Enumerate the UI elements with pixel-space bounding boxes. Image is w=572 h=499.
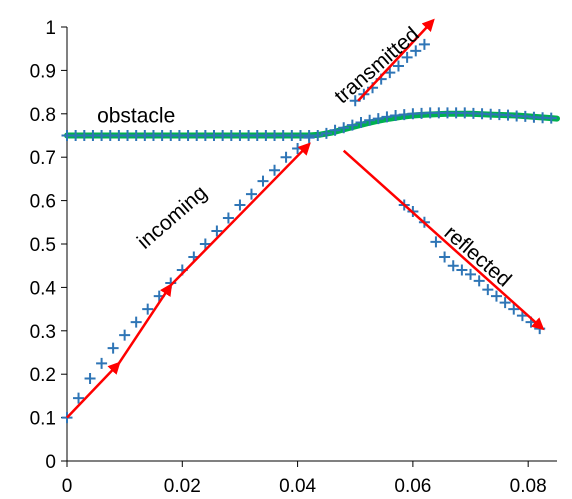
data-point	[456, 264, 468, 276]
data-point	[280, 151, 292, 163]
data-point	[508, 303, 520, 315]
data-point	[364, 114, 376, 126]
y-tick-label: 0.5	[30, 235, 56, 256]
data-point	[465, 268, 477, 280]
data-point	[545, 112, 557, 124]
data-point	[130, 316, 142, 328]
data-point	[329, 124, 341, 136]
data-point	[234, 199, 246, 211]
data-point	[473, 275, 485, 287]
arrow	[357, 18, 435, 102]
y-tick-label: 1	[45, 18, 56, 39]
data-point	[482, 284, 494, 296]
axes: 0 0.1 0.2 0.3 0.4 0.5 0.6 0.7 0.8 0.9 1 0 0.02 0.04 0.…	[30, 18, 557, 497]
data-point	[107, 342, 119, 354]
data-point	[142, 303, 154, 315]
data-point	[401, 51, 413, 63]
data-point	[312, 130, 324, 141]
x-tick-label: 0	[62, 476, 73, 497]
x-tick-label: 0.02	[164, 476, 201, 497]
arrow	[342, 149, 545, 331]
x-tick-label: 0.06	[394, 476, 431, 497]
data-point	[410, 45, 422, 57]
data-point	[96, 357, 108, 369]
data-point	[418, 38, 430, 50]
data-point	[222, 212, 234, 224]
data-point	[269, 164, 281, 176]
data-point	[199, 238, 211, 250]
y-tick-label: 0.1	[30, 409, 56, 430]
y-tick-label: 0.7	[30, 148, 56, 169]
data-point	[346, 119, 358, 131]
plot-area	[61, 18, 560, 424]
data-point	[73, 392, 85, 404]
y-tick-label: 0.9	[30, 61, 56, 82]
data-point	[499, 297, 511, 309]
data-point	[320, 127, 332, 139]
data-point	[381, 111, 393, 123]
data-point	[257, 175, 269, 187]
y-tick-label: 0	[45, 452, 56, 473]
data-point	[355, 116, 367, 128]
data-point	[392, 60, 404, 72]
data-point	[439, 251, 451, 263]
data-point	[338, 122, 350, 134]
y-tick-label: 0.6	[30, 192, 56, 213]
data-point	[245, 188, 257, 200]
data-point	[372, 113, 384, 125]
annotation-incoming: incoming	[133, 181, 212, 253]
data-point	[84, 373, 96, 385]
data-point	[447, 260, 459, 272]
annotation-obstacle: obstacle	[97, 104, 175, 127]
data-point	[490, 290, 502, 302]
data-point	[211, 225, 223, 237]
arrow	[117, 283, 173, 365]
data-point	[119, 329, 131, 341]
x-tick-label: 0.08	[510, 476, 547, 497]
annotation-transmitted: transmitted	[330, 23, 423, 109]
x-tick-label: 0.04	[279, 476, 316, 497]
arrow	[169, 142, 311, 287]
y-tick-label: 0.2	[30, 365, 56, 386]
y-tick-label: 0.3	[30, 322, 56, 343]
arrow	[66, 361, 121, 419]
data-point	[430, 236, 442, 248]
y-tick-label: 0.8	[30, 105, 56, 126]
y-tick-label: 0.4	[30, 278, 57, 299]
